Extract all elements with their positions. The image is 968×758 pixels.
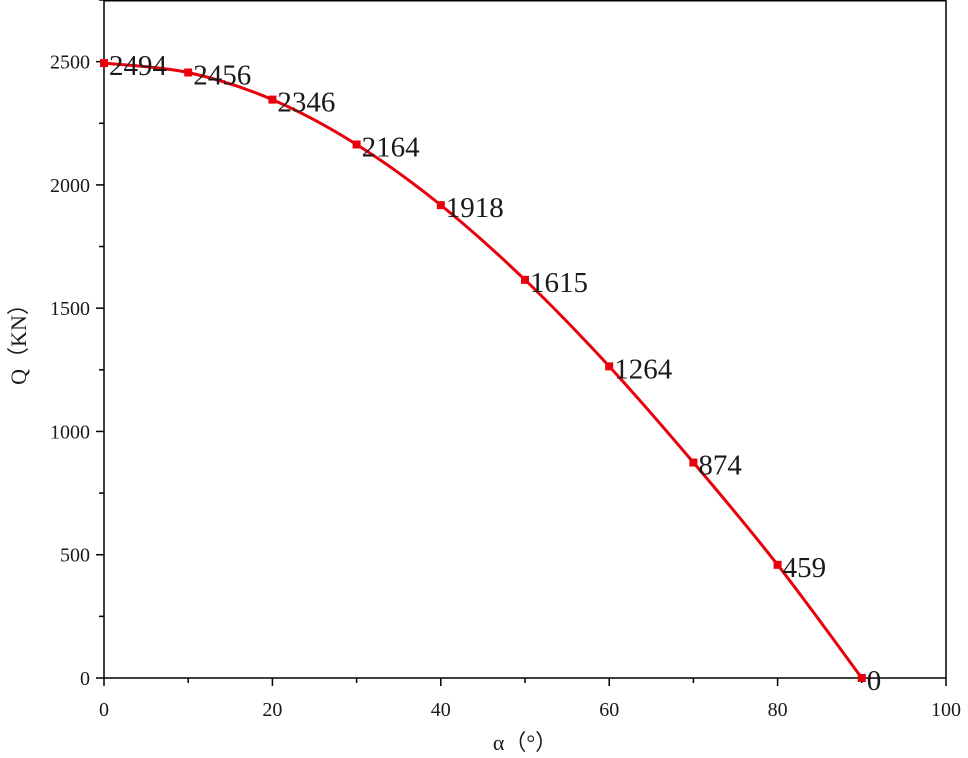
data-label: 2494 — [109, 50, 168, 82]
y-axis-title: Q（KN） — [6, 293, 31, 385]
y-tick-label: 0 — [80, 668, 90, 690]
x-tick-label: 20 — [262, 699, 282, 721]
data-label: 2164 — [362, 131, 421, 163]
x-tick-label: 100 — [931, 699, 961, 721]
y-tick-label: 2500 — [50, 52, 90, 74]
data-label: 2456 — [193, 59, 251, 91]
y-tick-label: 1000 — [50, 421, 90, 443]
data-label: 1918 — [446, 192, 504, 224]
y-tick-label: 2000 — [50, 175, 90, 197]
y-axis: 0 500 1000 1500 2000 2500 — [50, 0, 104, 690]
x-tick-label: 0 — [99, 699, 109, 721]
y-tick-label: 1500 — [50, 298, 90, 320]
x-axis-title: α（°） — [493, 730, 557, 755]
y-tick-label: 500 — [60, 545, 90, 567]
x-tick-label: 80 — [768, 699, 788, 721]
data-point — [268, 95, 277, 104]
data-label-layer: 2494 2456 2346 2164 1918 1615 1264 874 459 0 — [109, 50, 881, 697]
data-label: 1615 — [530, 267, 588, 299]
data-label: 2346 — [277, 87, 335, 119]
series-line — [103, 61, 864, 679]
data-label: 0 — [867, 665, 882, 697]
x-axis: 0 20 40 60 80 100 — [99, 678, 961, 721]
data-point — [857, 674, 866, 682]
data-point — [521, 275, 529, 284]
data-label: 1264 — [614, 353, 673, 385]
data-point — [100, 59, 108, 68]
data-point — [352, 140, 361, 149]
data-point — [184, 68, 193, 77]
data-label: 874 — [698, 450, 742, 482]
data-label: 459 — [783, 552, 827, 584]
series-layer — [100, 59, 866, 682]
data-point — [773, 560, 782, 569]
data-point — [605, 362, 614, 371]
data-point — [436, 201, 445, 210]
x-tick-label: 60 — [599, 699, 619, 721]
x-tick-label: 40 — [431, 699, 451, 721]
data-point — [689, 458, 698, 467]
